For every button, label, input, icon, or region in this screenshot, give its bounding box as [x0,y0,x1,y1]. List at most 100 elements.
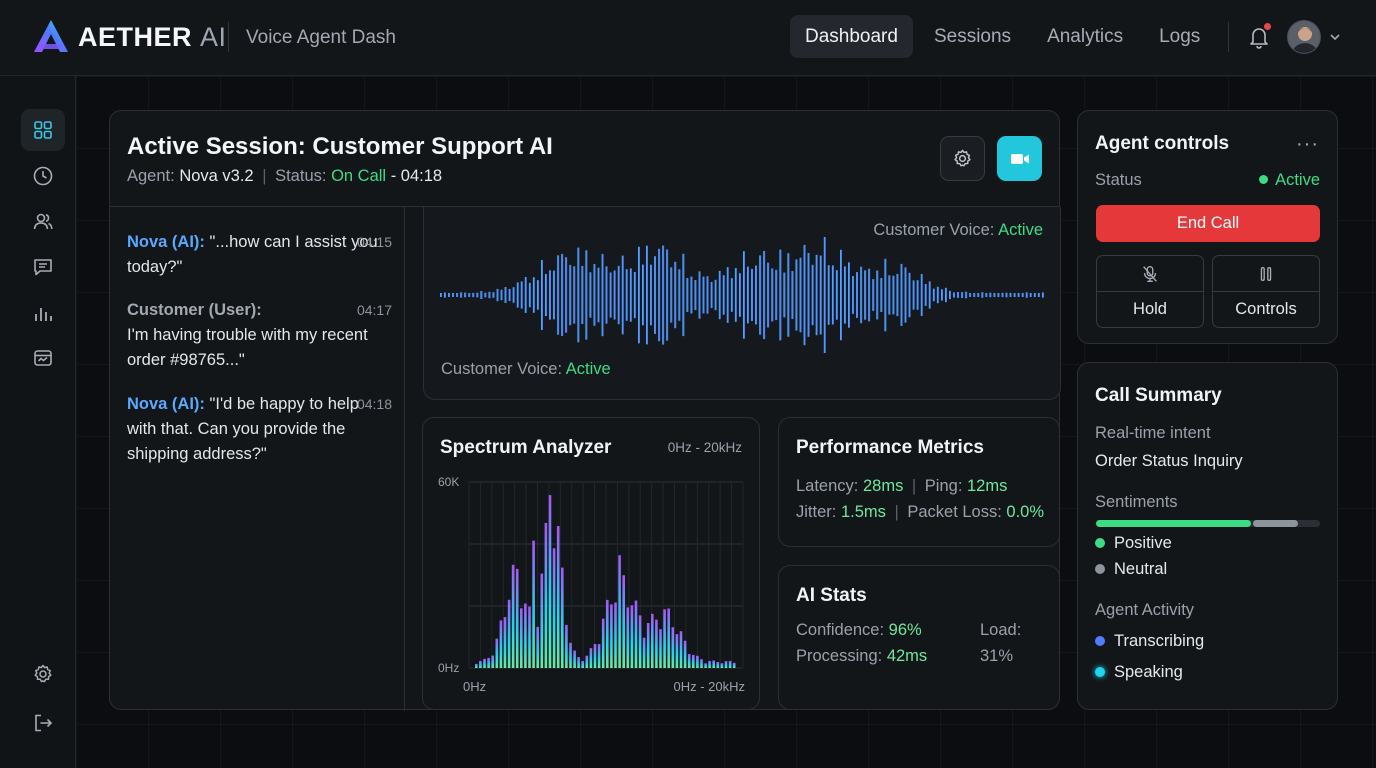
controls-button[interactable]: Controls [1212,255,1320,328]
gear-icon [954,149,971,167]
waveform-bar [835,270,838,320]
waveform-bar [613,270,616,320]
transcript-message: Customer (User): I'm having trouble with… [127,298,392,373]
tab-sessions[interactable]: Sessions [933,26,1012,47]
notification-dot [1264,23,1271,30]
ping-value: 12ms [967,477,1008,495]
waveform-bar [791,271,794,319]
sidebar-item-reports[interactable] [21,337,65,379]
waveform-bar [993,293,996,297]
sentiment-positive-fill [1096,520,1251,527]
latency-value: 28ms [862,477,904,495]
waveform-bar [440,293,442,297]
mic-off-icon [1143,265,1157,282]
waveform-bar [831,265,834,325]
spectrum-bar [491,655,494,668]
sentiments-label: Sentiments [1095,493,1178,511]
avatar[interactable] [1287,20,1321,54]
tab-logs[interactable]: Logs [1159,26,1201,47]
end-call-button[interactable]: End Call [1096,205,1320,242]
call-duration: - 04:18 [390,167,443,185]
status-dot-icon [1259,175,1269,184]
waveform-bar [763,251,766,340]
waveform-bar [456,293,459,297]
waveform-bar [496,288,499,302]
spectrum-bar [716,662,720,668]
waveform-bar [722,275,725,315]
waveform-bar [662,245,665,345]
sidebar [0,76,76,768]
message-speaker: Customer (User): [127,301,262,319]
waveform-bar [807,253,810,337]
voice-waveform [440,237,1044,353]
waveform-bar [1001,292,1004,298]
sidebar-item-messages[interactable] [21,246,65,288]
waveform-bar [629,268,632,322]
spectrum-y-bottom-label: 0Hz [438,661,459,675]
voice-status-top: Customer Voice: Active [873,221,1043,239]
spectrum-title: Spectrum Analyzer [440,437,612,458]
waveform-bar [730,278,733,312]
tab-analytics[interactable]: Analytics [1047,26,1124,47]
transcript-panel: Nova (AI): "...how can I assist you toda… [110,207,405,711]
more-options-icon[interactable]: ··· [1296,133,1319,155]
sidebar-item-settings[interactable] [21,653,65,695]
performance-title: Performance Metrics [796,437,984,458]
session-title: Active Session: Customer Support AI [127,133,553,160]
spectrum-bar [696,655,699,668]
waveform-bar [848,262,850,328]
waveform-bar [726,267,729,323]
processing-stat: Processing: 42ms [796,647,928,665]
agent-status-value: Active [1259,171,1320,190]
waveform-bar [557,255,560,335]
waveform-bar [977,293,980,297]
hold-label: Hold [1133,300,1167,318]
app-subtitle: Voice Agent Dash [246,27,396,48]
transcript-message: Nova (AI): "...how can I assist you toda… [127,230,392,280]
hold-button[interactable]: Hold [1096,255,1204,328]
sidebar-item-dashboard[interactable] [21,109,65,151]
video-call-button[interactable] [997,136,1042,181]
spectrum-bar [732,662,736,668]
waveform-bar [779,249,782,341]
waveform-bar [823,237,826,353]
waveform-bar [1037,293,1040,297]
chevron-down-icon[interactable] [1328,30,1342,44]
gear-icon [34,664,52,683]
waveform-bar [1029,293,1032,297]
brand-name: AETHER AI [78,22,227,52]
waveform-bar [532,277,535,313]
spectrum-bar [712,660,715,668]
sidebar-item-users[interactable] [21,200,65,242]
positive-legend: Positive [1095,534,1172,553]
waveform-bar [803,244,806,346]
bell-icon[interactable] [1247,24,1271,50]
neutral-legend: Neutral [1095,560,1167,579]
session-settings-button[interactable] [940,136,985,181]
spectrum-bar [561,567,564,668]
sidebar-item-analytics[interactable] [21,292,65,334]
positive-dot-icon [1095,538,1105,548]
waveform-bar [864,270,867,320]
spectrum-bar [515,568,519,668]
waveform-bar [916,280,919,310]
spectrum-bar [630,605,634,668]
voice-waveform-card: Customer Voice: Active Customer Voice: A… [423,207,1061,400]
sidebar-item-history[interactable] [21,155,65,197]
waveform-bar [573,266,576,324]
waveform-bar [795,259,798,331]
spectrum-bar [642,637,646,668]
waveform-bar [734,268,737,322]
sidebar-item-logout[interactable] [21,702,65,744]
waveform-bar [601,253,604,337]
intent-value: Order Status Inquiry [1095,452,1243,470]
waveform-bar [924,284,927,306]
spectrum-bar [511,564,515,668]
spectrum-bar [724,661,728,668]
tab-dashboard[interactable]: Dashboard [790,15,913,58]
spectrum-bar [577,657,580,668]
controls-label: Controls [1235,300,1297,318]
waveform-bar [565,257,568,333]
spectrum-bar [638,615,642,668]
waveform-bar [714,279,717,311]
